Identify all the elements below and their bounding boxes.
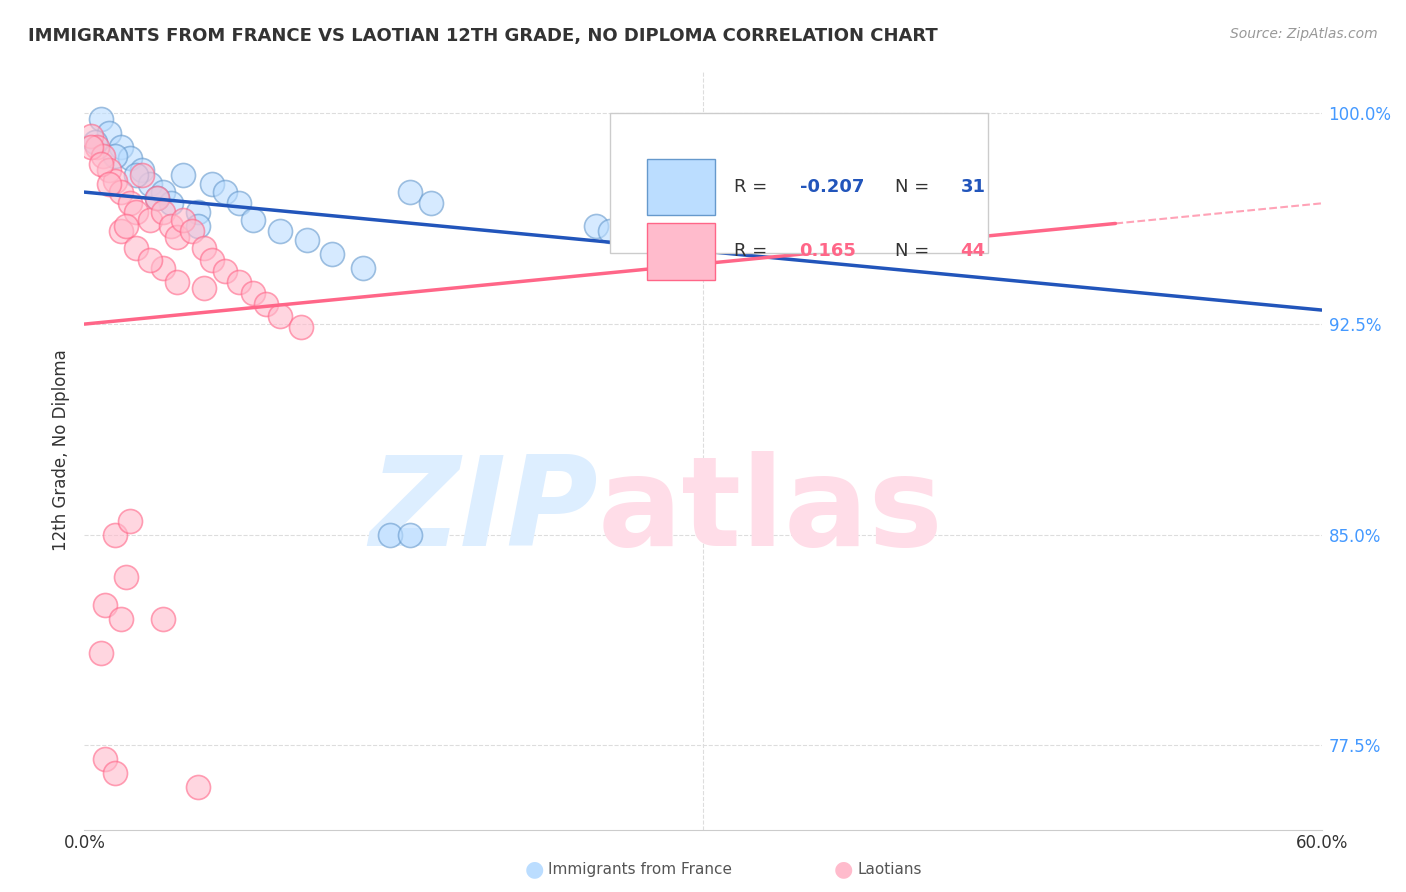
Point bbox=[201, 252, 224, 267]
Text: 0.165: 0.165 bbox=[800, 243, 856, 260]
Point bbox=[110, 140, 132, 154]
Point bbox=[152, 204, 174, 219]
Text: -0.207: -0.207 bbox=[800, 178, 863, 196]
Point bbox=[242, 213, 264, 227]
Point bbox=[166, 230, 188, 244]
Point bbox=[110, 612, 132, 626]
Point bbox=[290, 319, 312, 334]
Point bbox=[110, 224, 132, 238]
Point bbox=[228, 275, 250, 289]
Point bbox=[269, 224, 291, 238]
Bar bbox=[647, 223, 716, 280]
Point bbox=[214, 264, 236, 278]
Point bbox=[172, 168, 194, 182]
Point bbox=[104, 148, 127, 162]
Point bbox=[86, 140, 108, 154]
Text: ZIP: ZIP bbox=[370, 450, 598, 572]
Point bbox=[152, 185, 174, 199]
Point bbox=[131, 168, 153, 182]
Point bbox=[114, 570, 136, 584]
Text: Laotians: Laotians bbox=[858, 863, 922, 877]
Text: Immigrants from France: Immigrants from France bbox=[548, 863, 733, 877]
Point bbox=[139, 213, 162, 227]
Point bbox=[180, 224, 202, 238]
Point bbox=[160, 219, 183, 233]
Text: N =: N = bbox=[894, 178, 935, 196]
Point bbox=[873, 168, 896, 182]
Text: ●: ● bbox=[524, 860, 544, 880]
Point bbox=[269, 309, 291, 323]
Point bbox=[139, 177, 162, 191]
Point bbox=[166, 275, 188, 289]
Point bbox=[187, 204, 209, 219]
Point bbox=[104, 527, 127, 541]
Point bbox=[193, 280, 215, 294]
Point bbox=[378, 527, 401, 541]
Text: R =: R = bbox=[734, 243, 773, 260]
Point bbox=[214, 185, 236, 199]
Text: N =: N = bbox=[894, 243, 935, 260]
Point bbox=[419, 196, 441, 211]
Point bbox=[152, 612, 174, 626]
Point bbox=[118, 514, 141, 528]
Point bbox=[599, 224, 621, 238]
Point bbox=[98, 177, 121, 191]
Point bbox=[585, 219, 607, 233]
Text: 31: 31 bbox=[960, 178, 986, 196]
Point bbox=[131, 162, 153, 177]
Point bbox=[118, 152, 141, 166]
FancyBboxPatch shape bbox=[610, 113, 987, 253]
Point bbox=[90, 646, 112, 660]
Point bbox=[172, 213, 194, 227]
Point bbox=[399, 185, 422, 199]
Point bbox=[160, 196, 183, 211]
Point bbox=[104, 174, 127, 188]
Y-axis label: 12th Grade, No Diploma: 12th Grade, No Diploma bbox=[52, 350, 70, 551]
Text: atlas: atlas bbox=[598, 450, 943, 572]
Point bbox=[90, 157, 112, 171]
Point bbox=[139, 252, 162, 267]
Text: Source: ZipAtlas.com: Source: ZipAtlas.com bbox=[1230, 27, 1378, 41]
Point bbox=[118, 196, 141, 211]
Text: IMMIGRANTS FROM FRANCE VS LAOTIAN 12TH GRADE, NO DIPLOMA CORRELATION CHART: IMMIGRANTS FROM FRANCE VS LAOTIAN 12TH G… bbox=[28, 27, 938, 45]
Point bbox=[145, 191, 167, 205]
Point bbox=[94, 598, 117, 612]
Point bbox=[125, 168, 148, 182]
Point bbox=[83, 135, 105, 149]
Point bbox=[228, 196, 250, 211]
Text: 44: 44 bbox=[960, 243, 986, 260]
Point bbox=[295, 233, 318, 247]
Point bbox=[145, 191, 167, 205]
Text: ●: ● bbox=[834, 860, 853, 880]
Point bbox=[187, 780, 209, 795]
Point bbox=[125, 204, 148, 219]
Point bbox=[114, 219, 136, 233]
Point bbox=[104, 766, 127, 780]
Bar bbox=[647, 159, 716, 216]
Point bbox=[98, 162, 121, 177]
Point bbox=[321, 247, 343, 261]
Point bbox=[152, 260, 174, 275]
Point bbox=[242, 286, 264, 301]
Point bbox=[79, 128, 101, 143]
Point bbox=[79, 140, 101, 154]
Point bbox=[399, 527, 422, 541]
Point bbox=[254, 297, 277, 311]
Point bbox=[187, 219, 209, 233]
Point bbox=[91, 148, 114, 162]
Point bbox=[94, 752, 117, 766]
Point bbox=[201, 177, 224, 191]
Point bbox=[352, 260, 374, 275]
Text: R =: R = bbox=[734, 178, 773, 196]
Point bbox=[193, 241, 215, 255]
Point bbox=[125, 241, 148, 255]
Point bbox=[98, 126, 121, 140]
Point bbox=[894, 177, 917, 191]
Point bbox=[90, 112, 112, 127]
Point bbox=[110, 185, 132, 199]
